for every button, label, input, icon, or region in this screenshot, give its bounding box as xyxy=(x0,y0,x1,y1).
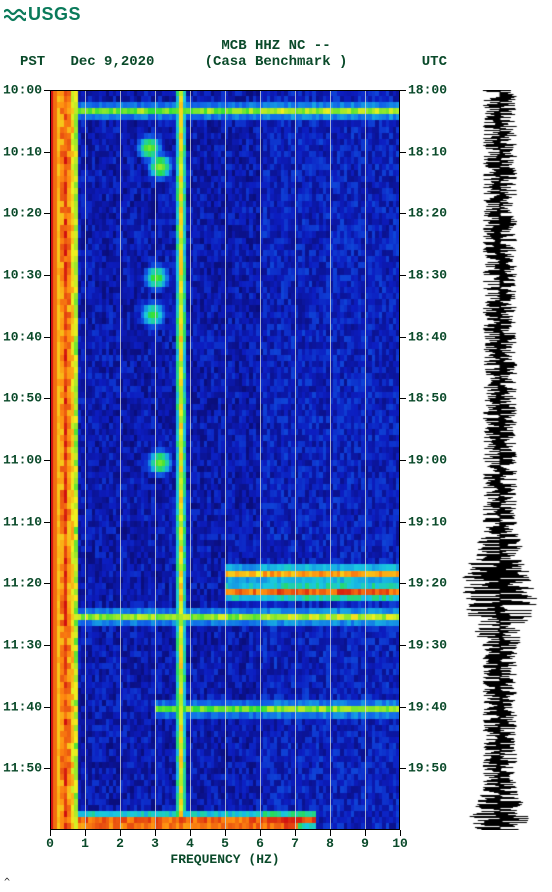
y-left-tick-label: 11:50 xyxy=(3,761,42,776)
x-axis-title: FREQUENCY (HZ) xyxy=(50,852,400,867)
spectrogram-border xyxy=(50,90,400,830)
y-right-tick-label: 18:50 xyxy=(408,391,447,406)
y-right-tick-label: 19:30 xyxy=(408,638,447,653)
y-right-tick-label: 19:40 xyxy=(408,699,447,714)
y-right-tick-label: 18:10 xyxy=(408,144,447,159)
x-tick-label: 8 xyxy=(326,836,334,851)
y-left-tick-label: 11:20 xyxy=(3,576,42,591)
usgs-logo: USGS xyxy=(4,4,81,25)
footer-caret: ^ xyxy=(4,877,10,888)
x-tick-label: 9 xyxy=(361,836,369,851)
spectrogram-panel: 10:0010:1010:2010:3010:4010:5011:0011:10… xyxy=(50,90,400,830)
y-right-tick-label: 18:40 xyxy=(408,329,447,344)
y-left-tick-label: 10:40 xyxy=(3,329,42,344)
station-name-label: (Casa Benchmark ) xyxy=(0,54,552,70)
y-left-tick-label: 10:10 xyxy=(3,144,42,159)
y-left-tick-label: 11:30 xyxy=(3,638,42,653)
usgs-spectrogram-card: { "logo": { "text": "USGS", "color": "#0… xyxy=(0,0,552,892)
y-right-tick-label: 19:20 xyxy=(408,576,447,591)
y-left-tick-label: 11:00 xyxy=(3,453,42,468)
usgs-logo-text: USGS xyxy=(28,4,81,25)
waveform-canvas xyxy=(455,90,545,830)
x-tick-label: 5 xyxy=(221,836,229,851)
y-right-tick-label: 19:50 xyxy=(408,761,447,776)
y-left-tick-label: 11:40 xyxy=(3,699,42,714)
waveform-panel xyxy=(455,90,545,830)
x-tick-label: 0 xyxy=(46,836,54,851)
y-left-tick-label: 10:20 xyxy=(3,206,42,221)
y-left-tick-label: 11:10 xyxy=(3,514,42,529)
x-tick-label: 1 xyxy=(81,836,89,851)
y-right-tick-label: 19:00 xyxy=(408,453,447,468)
station-channel-label: MCB HHZ NC -- xyxy=(0,38,552,54)
y-right-tick-label: 18:20 xyxy=(408,206,447,221)
y-right-tick-label: 18:30 xyxy=(408,268,447,283)
usgs-wave-icon xyxy=(4,6,26,24)
y-right-tick-label: 18:00 xyxy=(408,83,447,98)
y-left-tick-label: 10:50 xyxy=(3,391,42,406)
y-left-tick-label: 10:30 xyxy=(3,268,42,283)
x-tick-label: 4 xyxy=(186,836,194,851)
x-tick-label: 2 xyxy=(116,836,124,851)
x-tick-label: 3 xyxy=(151,836,159,851)
x-tick-label: 10 xyxy=(392,836,408,851)
tz-right-label: UTC xyxy=(422,54,447,70)
y-right-tick-label: 19:10 xyxy=(408,514,447,529)
y-axis-right-utc: 18:0018:1018:2018:3018:4018:5019:0019:10… xyxy=(400,90,406,830)
x-tick-label: 7 xyxy=(291,836,299,851)
y-left-tick-label: 10:00 xyxy=(3,83,42,98)
x-tick-label: 6 xyxy=(256,836,264,851)
